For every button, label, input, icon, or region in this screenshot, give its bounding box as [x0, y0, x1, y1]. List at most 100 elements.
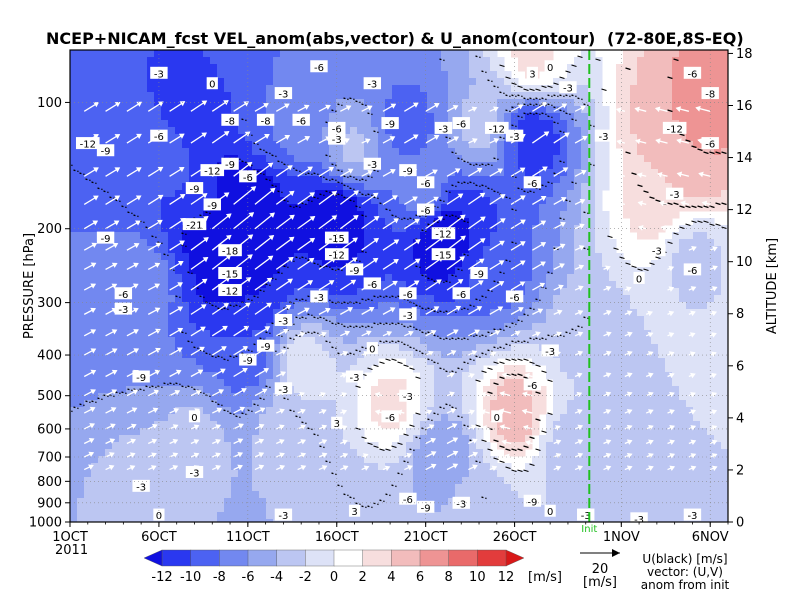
field-cell	[308, 71, 316, 79]
field-cell	[238, 190, 246, 198]
field-cell	[301, 246, 309, 254]
field-cell	[126, 484, 134, 492]
field-cell	[203, 211, 211, 219]
field-cell	[126, 155, 134, 163]
field-cell	[203, 106, 211, 114]
field-cell	[105, 512, 113, 520]
field-cell	[490, 484, 498, 492]
field-cell	[588, 351, 596, 359]
field-cell	[336, 484, 344, 492]
field-cell	[301, 253, 309, 261]
field-cell	[413, 204, 421, 212]
field-cell	[147, 449, 155, 457]
field-cell	[294, 498, 302, 506]
field-cell	[588, 442, 596, 450]
field-cell	[483, 484, 491, 492]
field-cell	[553, 400, 561, 408]
field-cell	[161, 246, 169, 254]
field-cell	[294, 204, 302, 212]
field-cell	[119, 183, 127, 191]
field-cell	[322, 85, 330, 93]
field-cell	[357, 505, 365, 513]
field-cell	[539, 155, 547, 163]
field-cell	[434, 190, 442, 198]
field-cell	[371, 169, 379, 177]
field-cell	[595, 99, 603, 107]
field-cell	[301, 57, 309, 65]
field-cell	[560, 302, 568, 310]
field-cell	[574, 295, 582, 303]
field-cell	[98, 400, 106, 408]
field-cell	[273, 470, 281, 478]
field-cell	[294, 127, 302, 135]
field-cell	[315, 148, 323, 156]
field-cell	[525, 393, 533, 401]
field-cell	[294, 421, 302, 429]
field-cell	[483, 64, 491, 72]
field-cell	[119, 176, 127, 184]
field-cell	[399, 470, 407, 478]
field-cell	[483, 141, 491, 149]
field-cell	[378, 64, 386, 72]
field-cell	[259, 162, 267, 170]
field-cell	[280, 253, 288, 261]
field-cell	[567, 197, 575, 205]
field-cell	[441, 505, 449, 513]
field-cell	[595, 197, 603, 205]
field-cell	[448, 204, 456, 212]
field-cell	[476, 127, 484, 135]
field-cell	[490, 169, 498, 177]
field-cell	[140, 421, 148, 429]
field-cell	[224, 239, 232, 247]
field-cell	[504, 141, 512, 149]
field-cell	[483, 169, 491, 177]
field-cell	[238, 92, 246, 100]
field-cell	[511, 386, 519, 394]
field-cell	[245, 498, 253, 506]
field-cell	[119, 323, 127, 331]
field-cell	[497, 85, 505, 93]
field-cell	[588, 407, 596, 415]
field-cell	[161, 491, 169, 499]
field-cell	[140, 337, 148, 345]
field-cell	[441, 519, 449, 522]
field-cell	[441, 484, 449, 492]
field-cell	[553, 365, 561, 373]
field-cell	[119, 477, 127, 485]
field-cell	[462, 477, 470, 485]
field-cell	[217, 351, 225, 359]
field-cell	[84, 50, 92, 58]
field-cell	[182, 141, 190, 149]
field-cell	[238, 239, 246, 247]
field-cell	[378, 267, 386, 275]
field-cell	[322, 484, 330, 492]
field-cell	[518, 267, 526, 275]
field-cell	[504, 491, 512, 499]
field-cell	[497, 197, 505, 205]
field-cell	[357, 435, 365, 443]
field-cell	[133, 148, 141, 156]
field-cell	[329, 57, 337, 65]
field-cell	[532, 113, 540, 121]
field-cell	[525, 204, 533, 212]
field-cell	[70, 365, 78, 373]
field-cell	[98, 365, 106, 373]
field-cell	[231, 442, 239, 450]
field-cell	[77, 239, 85, 247]
field-cell	[581, 477, 589, 485]
field-cell	[560, 512, 568, 520]
field-cell	[322, 197, 330, 205]
field-cell	[252, 134, 260, 142]
field-cell	[322, 470, 330, 478]
field-cell	[175, 120, 183, 128]
field-cell	[294, 358, 302, 366]
field-cell	[385, 505, 393, 513]
field-cell	[301, 302, 309, 310]
anomaly-field	[70, 50, 728, 522]
field-cell	[161, 85, 169, 93]
field-cell	[84, 64, 92, 72]
field-cell	[399, 267, 407, 275]
field-cell	[259, 71, 267, 79]
field-cell	[322, 351, 330, 359]
field-cell	[252, 127, 260, 135]
